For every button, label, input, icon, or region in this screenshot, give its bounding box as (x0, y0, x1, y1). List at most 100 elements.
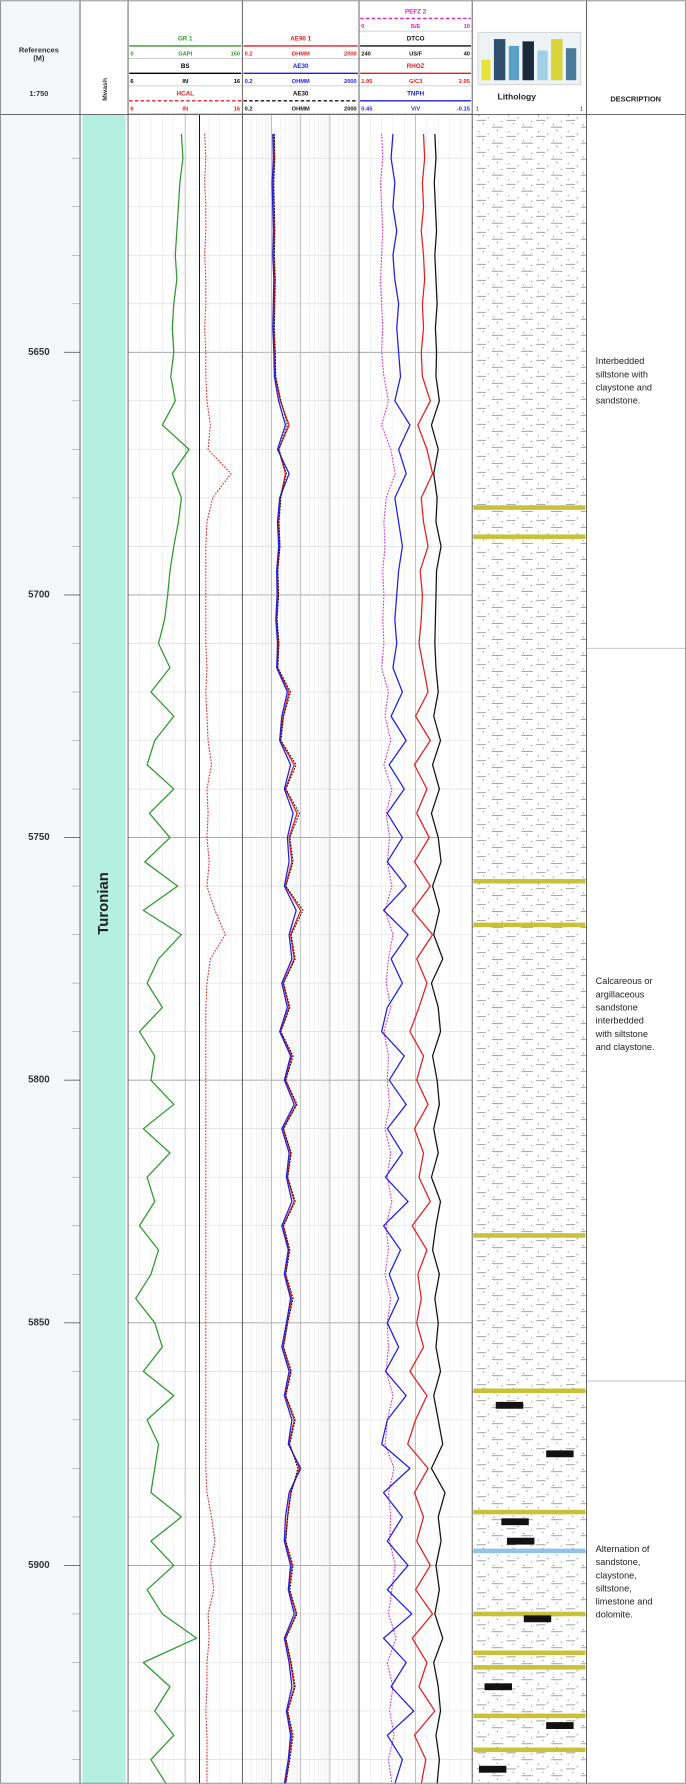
yellow-bed (473, 534, 586, 539)
yellow-bed (473, 1665, 586, 1670)
black-bed (523, 1615, 552, 1623)
curve-unit: B/E (411, 24, 421, 30)
black-bed (484, 1683, 512, 1691)
stage-header: Mwash (102, 78, 109, 101)
depth-label: 5650 (28, 347, 50, 358)
description-line: dolomite. (596, 1610, 633, 1620)
description-line: Alternation of (596, 1544, 650, 1554)
log-curve (272, 133, 302, 1784)
curve-scale-right: 2000 (344, 79, 357, 85)
curve-name: RHOZ (407, 63, 425, 70)
yellow-bed (473, 1233, 586, 1238)
blue-bed (473, 1548, 586, 1554)
description-line: with siltstone (595, 1029, 648, 1039)
curve-scale-right: 2000 (344, 51, 357, 57)
depth-column (0, 0, 81, 1784)
black-bed (495, 1401, 524, 1409)
black-bed (478, 1765, 507, 1773)
reference-label: References (19, 45, 59, 54)
log-curve (430, 133, 446, 1784)
curve-scale-right: 2.95 (459, 79, 471, 85)
yellow-bed (473, 878, 586, 884)
log-curve (379, 133, 397, 1784)
stage-name: Turonian (96, 872, 112, 934)
log-curve (204, 133, 232, 1784)
log-curve (135, 133, 198, 1784)
curve-name: AE90 1 (290, 36, 311, 43)
description-line: sandstone, (596, 1557, 641, 1567)
black-bed (546, 1722, 574, 1729)
description-header: DESCRIPTION (610, 95, 661, 104)
curve-unit: G/C3 (409, 79, 422, 85)
curve-scale-left: 0 (361, 24, 364, 30)
curve-scale-left: 6 (130, 79, 133, 85)
description-line: claystone, (596, 1570, 637, 1580)
log-curve (271, 133, 302, 1784)
depth-label: 5700 (28, 589, 50, 600)
depth-label: 5750 (28, 832, 50, 843)
curve-unit: OHMM (292, 79, 310, 85)
description-line: interbedded (596, 1016, 644, 1026)
lithology-scale-left: 1 (476, 106, 479, 112)
log-curve (381, 133, 415, 1784)
curve-unit: IN (182, 79, 188, 85)
curve-unit: V/V (411, 106, 420, 112)
curve-scale-right: 16 (234, 79, 240, 85)
curve-name: AE30 (293, 63, 309, 70)
description-line: Interbedded (596, 356, 645, 366)
curve-unit: US/F (409, 51, 423, 57)
curve-scale-left: 0.45 (361, 106, 373, 112)
black-bed (546, 1450, 574, 1458)
stage-band (82, 114, 126, 1784)
curve-unit: GAPI (178, 51, 192, 57)
description-line: limestone and (596, 1597, 653, 1607)
yellow-bed (473, 922, 586, 928)
description-line: and claystone. (596, 1042, 655, 1052)
curve-scale-left: 0.2 (245, 51, 253, 57)
curve-unit: IN (182, 106, 188, 112)
curve-name: GR 1 (178, 36, 193, 43)
description-line: sandstone. (596, 396, 641, 406)
curve-scale-right: -0.15 (457, 106, 471, 112)
depth-label: 5800 (28, 1075, 50, 1086)
curve-scale-left: 0 (130, 51, 133, 57)
curve-scale-left: 0.2 (245, 79, 253, 85)
yellow-bed (473, 1611, 586, 1617)
yellow-bed (473, 1747, 586, 1753)
curve-name: AE30 (293, 91, 309, 98)
curve-scale-left: 6 (130, 106, 133, 112)
curve-scale-left: 240 (361, 51, 371, 57)
yellow-bed (473, 1509, 586, 1515)
curve-scale-right: 16 (234, 106, 240, 112)
yellow-bed (473, 1388, 586, 1394)
curve-name: TNPH (407, 91, 425, 98)
curve-name: PEFZ 2 (405, 8, 427, 15)
depth-label: 5900 (28, 1560, 50, 1571)
lithology-scale-right: 1 (580, 106, 583, 112)
lithology-label: Lithology (498, 92, 537, 102)
description-line: claystone and (596, 382, 652, 392)
black-bed (501, 1518, 529, 1526)
curve-name: DTCO (407, 36, 425, 43)
yellow-bed (473, 505, 586, 510)
description-line: sandstone (596, 1003, 638, 1013)
curve-scale-right: 10 (464, 24, 470, 30)
yellow-bed (473, 1650, 586, 1656)
scale-label: 1:750 (29, 89, 48, 98)
curve-name: BS (181, 63, 190, 70)
curves (135, 114, 446, 1784)
description-line: siltstone, (596, 1583, 632, 1593)
log-curve (407, 133, 436, 1784)
lithology-column (472, 114, 587, 1784)
description-line: siltstone with (596, 369, 648, 379)
depth-label: 5850 (28, 1317, 50, 1328)
curve-unit: OHMM (292, 51, 310, 57)
description-line: Calcareous or (596, 976, 653, 986)
log-curve (273, 133, 304, 1784)
curve-scale-right: 40 (464, 51, 470, 57)
